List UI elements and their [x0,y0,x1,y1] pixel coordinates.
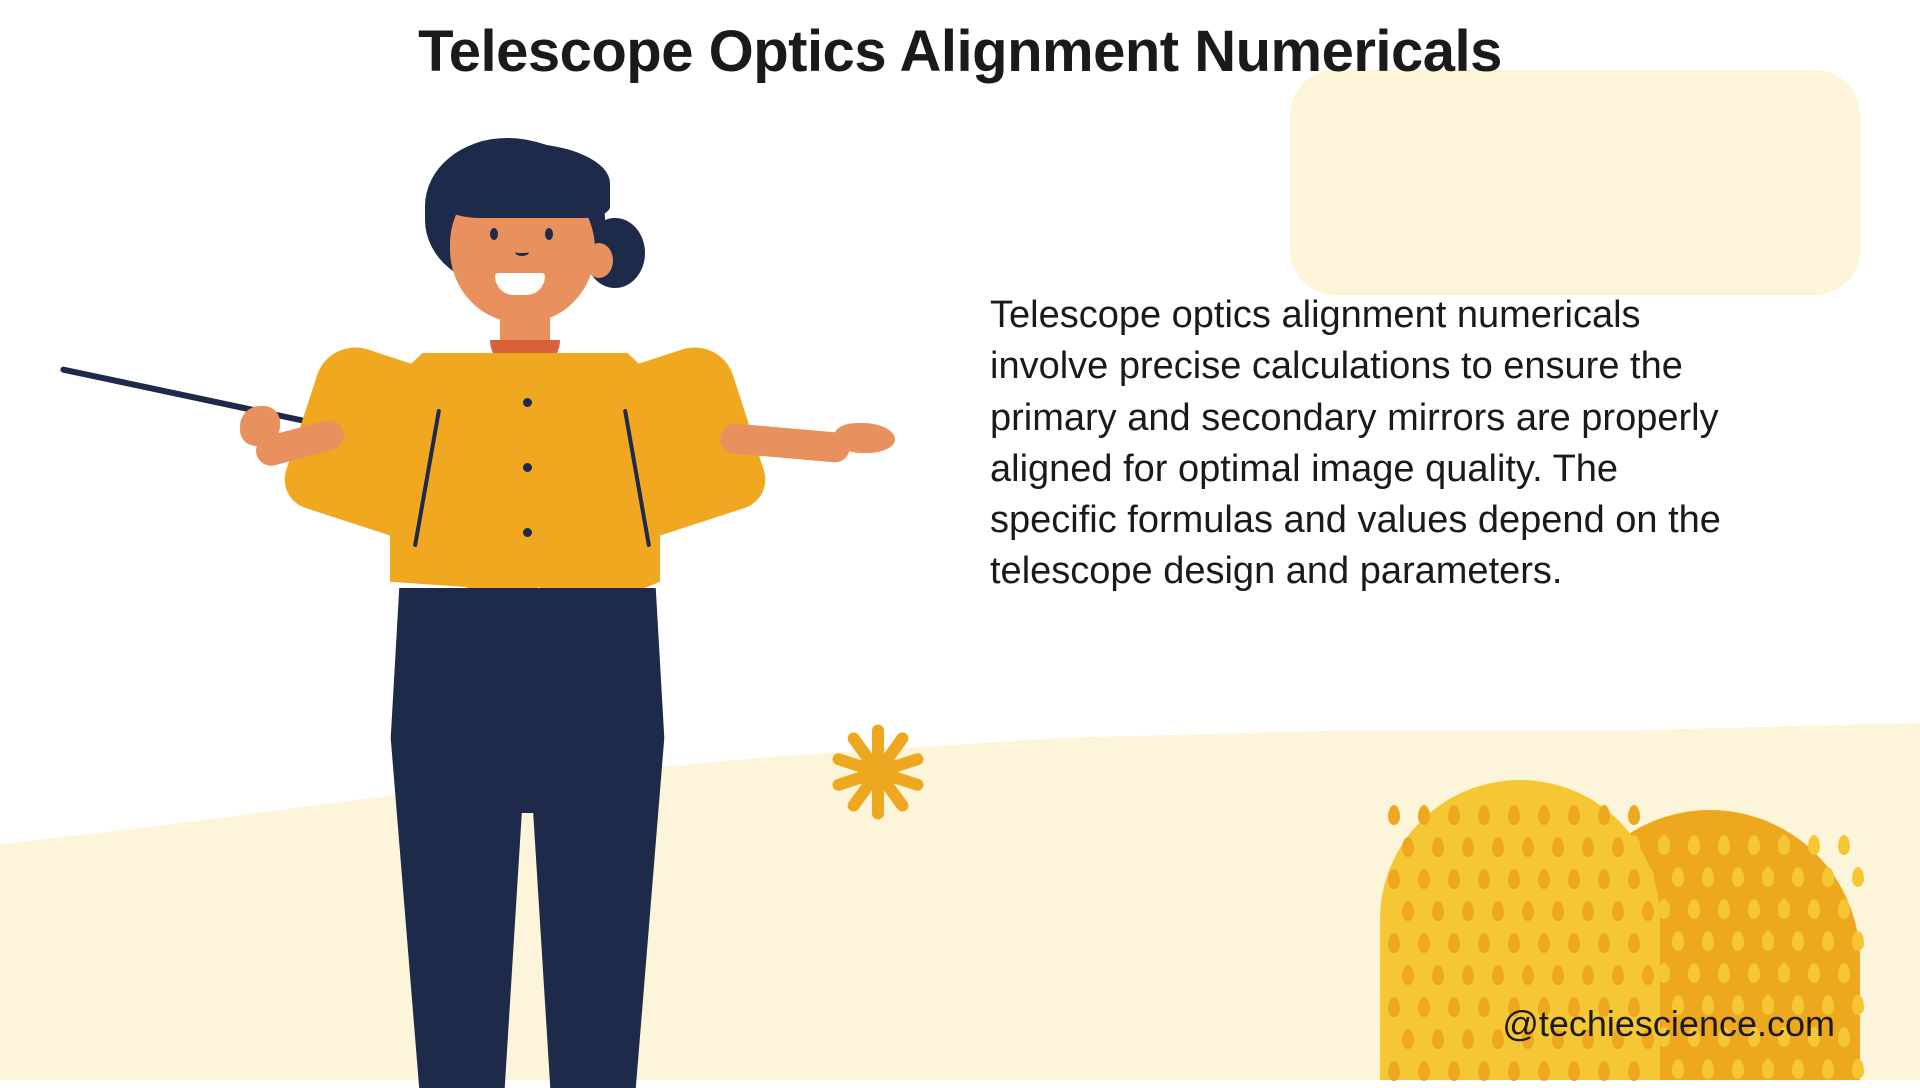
hair-front [440,143,610,218]
hand-right [835,423,895,453]
nose [515,248,529,256]
eye-left [490,228,498,240]
speech-bubble-shape [1290,70,1860,295]
credit-handle: @techiescience.com [1502,1003,1835,1045]
shirt-button [523,398,532,407]
pants [385,588,670,1088]
teacher-illustration [45,128,885,1088]
body-paragraph: Telescope optics alignment numericals in… [990,290,1745,598]
shirt-button [523,463,532,472]
hand-left [240,406,280,446]
eye-right [545,228,553,240]
page-title: Telescope Optics Alignment Numericals [418,18,1502,85]
shirt [390,353,660,613]
ear [585,243,613,278]
shirt-button [523,528,532,537]
